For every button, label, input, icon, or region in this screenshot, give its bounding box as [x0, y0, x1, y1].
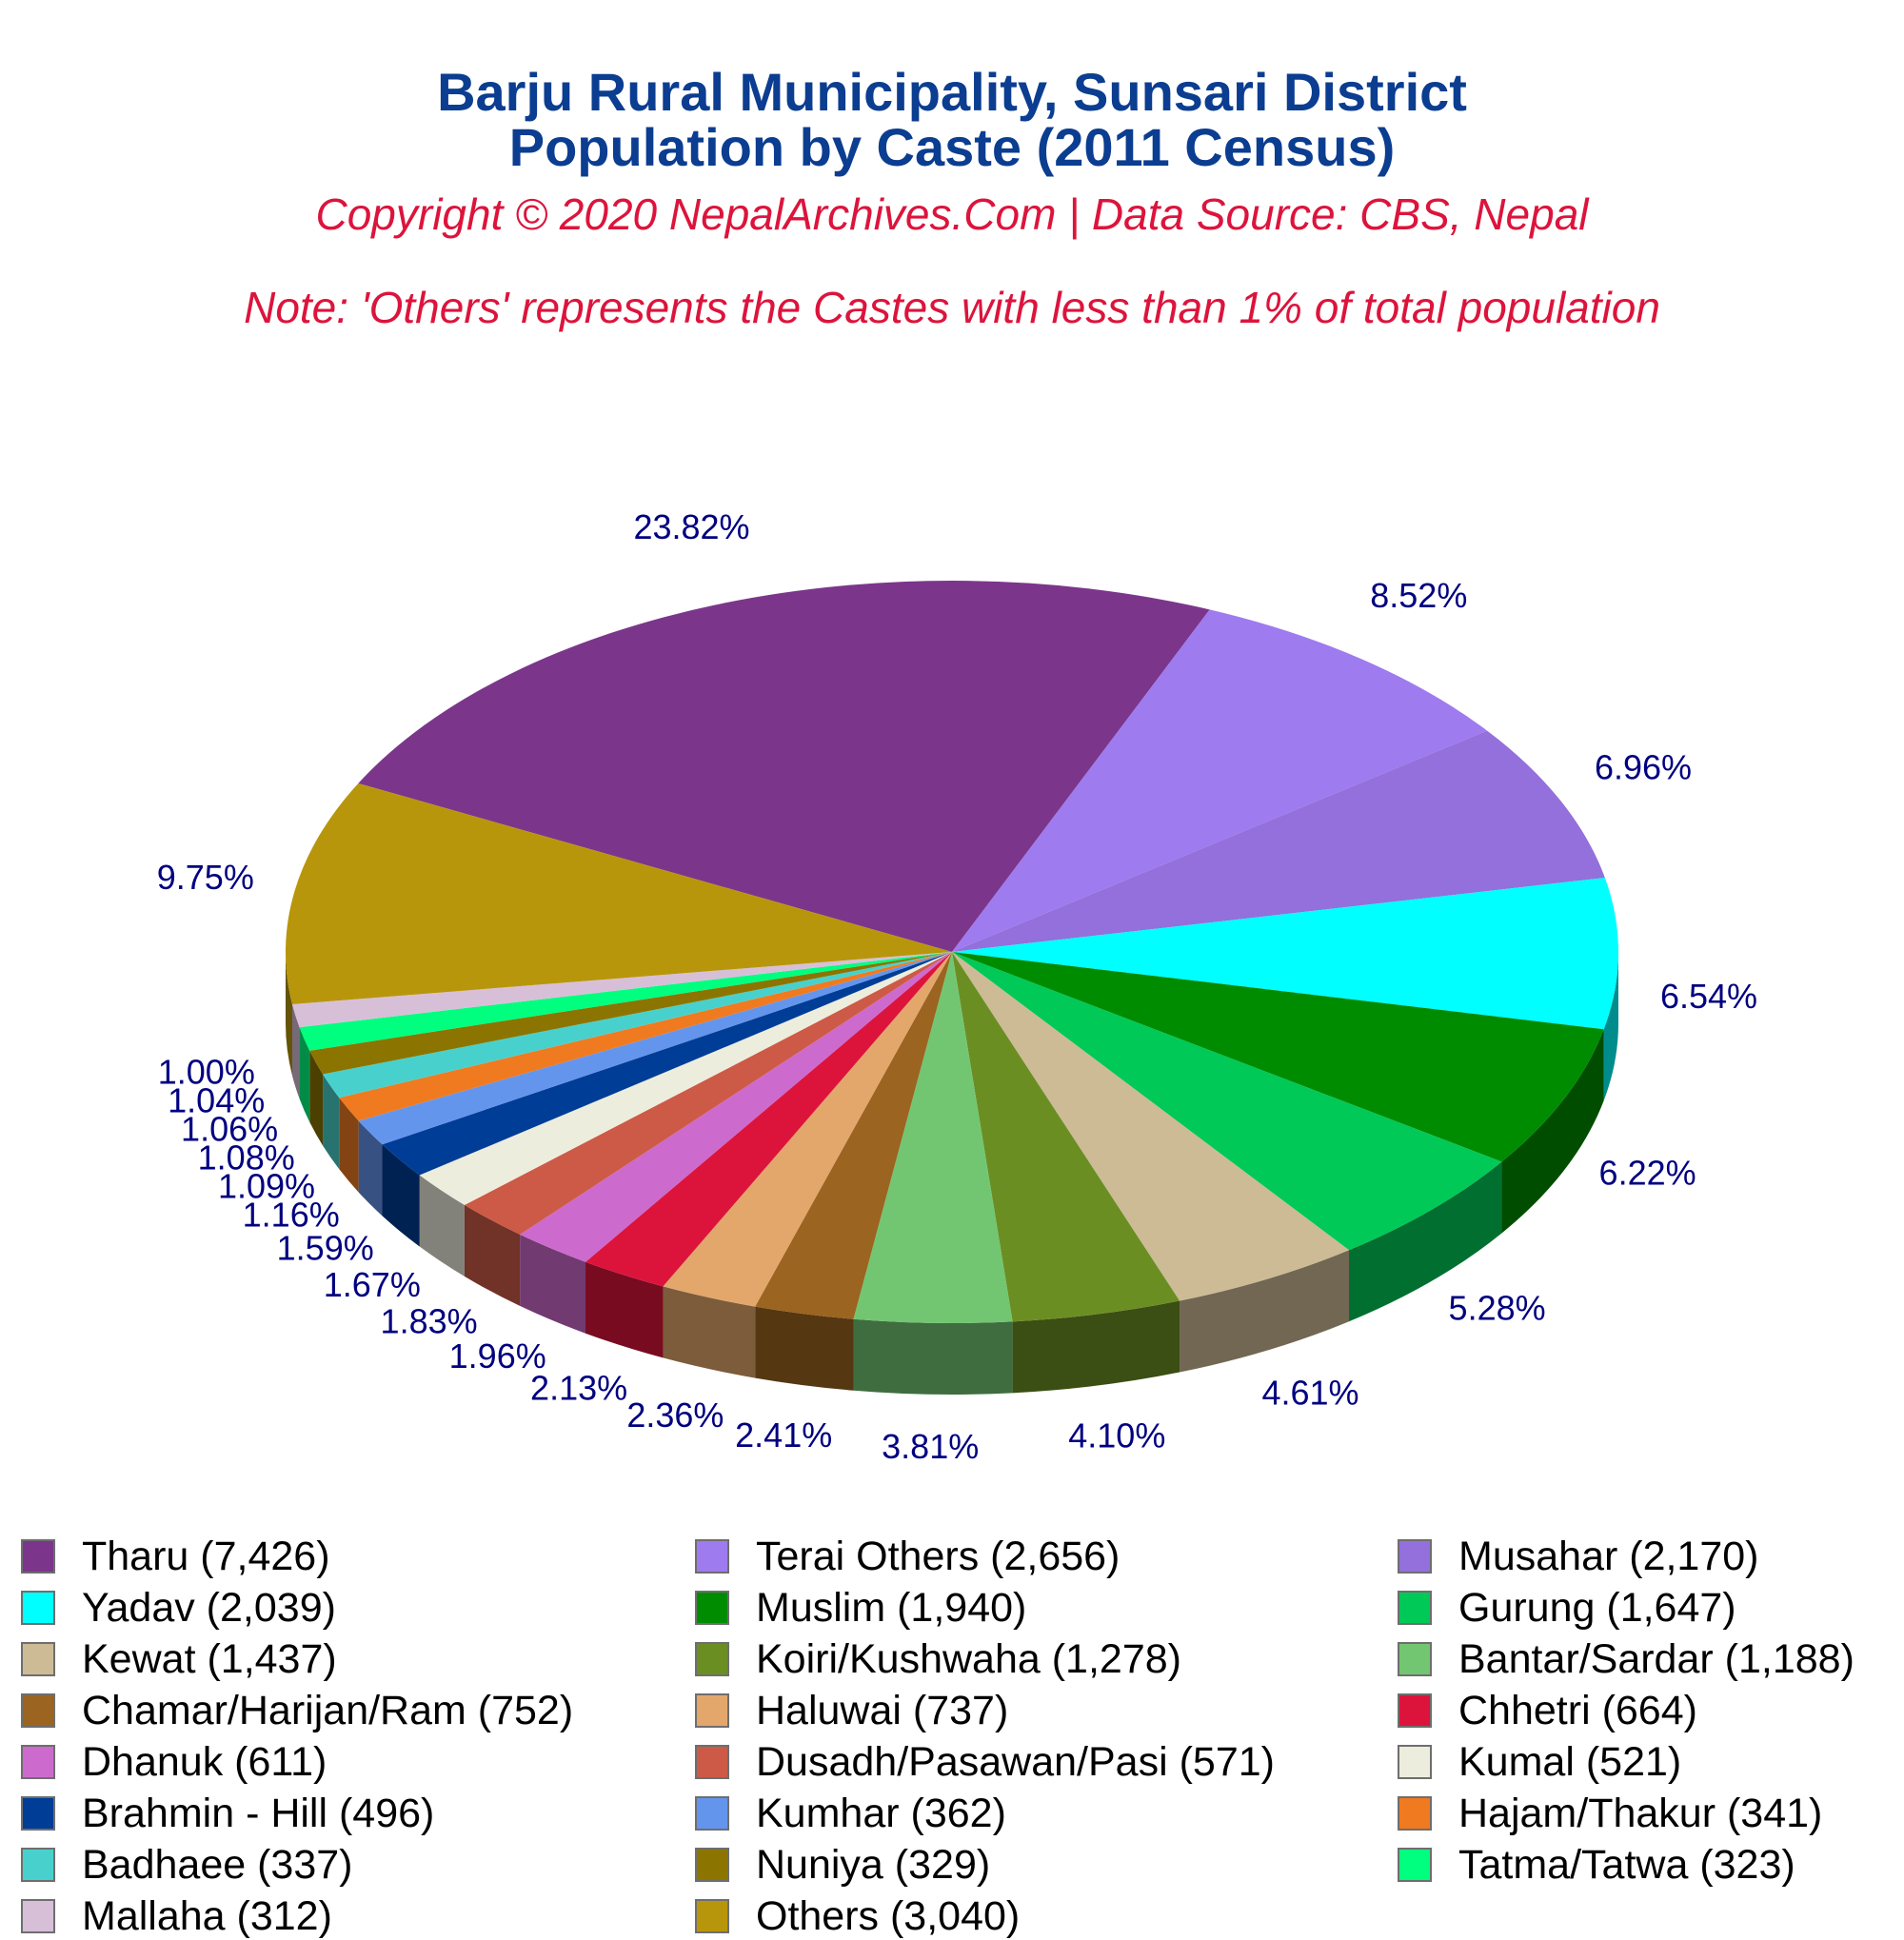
pct-label-others: 9.75% — [157, 858, 254, 897]
pct-label-kewat: 4.61% — [1261, 1373, 1359, 1412]
slice-chhetri — [585, 952, 952, 1287]
slice-hajam-thakur — [339, 952, 952, 1121]
pct-label-musahar: 6.96% — [1595, 747, 1692, 786]
slice-side-badhaee — [323, 1074, 340, 1170]
slice-side-muslim — [1501, 1029, 1604, 1234]
slice-yadav — [952, 878, 1618, 1030]
slice-mallaha — [291, 952, 952, 1028]
pct-label-dusadh-pasawan-pasi: 1.83% — [381, 1301, 478, 1340]
pct-label-dhanuk: 1.96% — [449, 1336, 546, 1376]
pct-label-yadav: 6.54% — [1660, 977, 1757, 1016]
pct-label-badhaee: 1.08% — [198, 1138, 295, 1178]
slice-side-others — [286, 952, 292, 1076]
slice-nuniya — [309, 952, 952, 1075]
slice-musahar — [952, 730, 1605, 952]
pct-label-chamar-harijan-ram: 2.41% — [735, 1415, 832, 1455]
slice-terai-others — [952, 609, 1488, 952]
slice-haluwai — [663, 952, 952, 1307]
slice-side-kumal — [419, 1175, 465, 1277]
slice-kewat — [952, 952, 1349, 1301]
slice-dusadh-pasawan-pasi — [464, 952, 952, 1235]
pie-slices — [286, 580, 1618, 1324]
slice-side-dusadh-pasawan-pasi — [464, 1204, 521, 1306]
slice-tharu — [358, 580, 1210, 952]
slice-side-yadav — [1603, 952, 1618, 1101]
pct-label-hajam-thakur: 1.09% — [218, 1167, 315, 1206]
legend-swatch — [695, 1899, 729, 1933]
slice-dhanuk — [520, 952, 952, 1262]
slice-kumhar — [358, 952, 952, 1145]
pct-label-bantar-sardar: 3.81% — [882, 1427, 979, 1466]
slice-side-koiri-kushwaha — [1012, 1300, 1180, 1394]
slice-gurung — [952, 952, 1502, 1251]
pct-label-gurung: 5.28% — [1449, 1289, 1546, 1328]
slice-muslim — [952, 952, 1604, 1162]
slice-side-bantar-sardar — [853, 1318, 1013, 1396]
copyright-text: Copyright © 2020 NepalArchives.Com | Dat… — [315, 189, 1589, 239]
pie-sides — [286, 952, 1618, 1396]
slice-side-tatma-tatwa — [299, 1027, 310, 1122]
pct-label-tharu: 23.82% — [633, 507, 749, 546]
chart-title-line2: Population by Caste (2011 Census) — [508, 117, 1396, 177]
legend-swatch — [21, 1899, 55, 1933]
pct-label-haluwai: 2.36% — [626, 1396, 724, 1435]
slice-others — [286, 782, 952, 1004]
slice-side-mallaha — [291, 1003, 300, 1099]
slice-side-hajam-thakur — [339, 1098, 359, 1193]
slice-chamar-harijan-ram — [755, 952, 952, 1319]
slice-koiri-kushwaha — [952, 952, 1180, 1322]
slice-side-chhetri — [585, 1261, 664, 1358]
slice-side-brahmin-hill — [382, 1144, 420, 1247]
pie-labels: 23.82% 8.52% 6.96% 6.54% 6.22% 5.28% 4.61% 4.10… — [157, 507, 1757, 1466]
pct-label-koiri-kushwaha: 4.10% — [1068, 1416, 1165, 1455]
slice-side-haluwai — [663, 1286, 756, 1378]
slice-side-gurung — [1348, 1161, 1502, 1322]
slice-brahmin-hill — [382, 952, 952, 1176]
slice-side-kewat — [1180, 1250, 1349, 1373]
slice-side-nuniya — [309, 1050, 324, 1146]
pct-label-kumhar: 1.16% — [243, 1195, 340, 1234]
pct-label-brahmin-hill: 1.59% — [277, 1228, 374, 1267]
pct-label-tatma-tatwa: 1.04% — [168, 1081, 265, 1120]
slice-kumal — [419, 952, 953, 1205]
slice-badhaee — [323, 952, 952, 1099]
slice-bantar-sardar — [853, 952, 1013, 1324]
chart-title-line1: Barju Rural Municipality, Sunsari Distri… — [437, 62, 1467, 122]
pct-label-chhetri: 2.13% — [530, 1368, 627, 1407]
pct-label-kumal: 1.67% — [324, 1265, 421, 1304]
pct-label-muslim: 6.22% — [1599, 1153, 1696, 1192]
pct-label-terai-others: 8.52% — [1370, 576, 1467, 615]
pct-label-mallaha: 1.00% — [158, 1053, 255, 1092]
note-text: Note: 'Others' represents the Castes wit… — [244, 283, 1660, 332]
slice-tatma-tatwa — [299, 952, 952, 1051]
slice-side-dhanuk — [520, 1234, 586, 1334]
slice-side-chamar-harijan-ram — [755, 1306, 854, 1391]
slice-side-kumhar — [358, 1120, 383, 1217]
pct-label-nuniya: 1.06% — [181, 1110, 278, 1149]
